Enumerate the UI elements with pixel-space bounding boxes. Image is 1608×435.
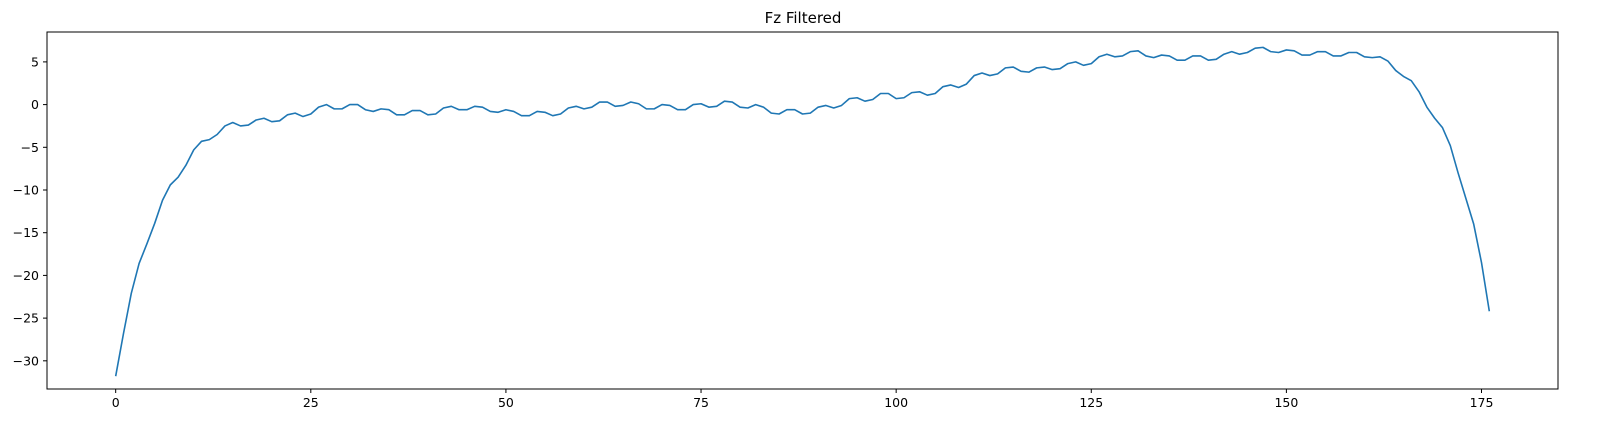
- y-tick-label: −15: [13, 225, 39, 240]
- plot-area: [114, 46, 1491, 377]
- axes-frame: [46, 31, 1559, 390]
- y-tick-label: −25: [13, 311, 39, 326]
- series-line-0: [114, 46, 1491, 377]
- x-tick-label: 150: [1274, 395, 1298, 410]
- x-tick-label: 0: [112, 395, 120, 410]
- y-axis: 5 0 −5 −10 −15 −20 −25 −30: [13, 54, 47, 368]
- x-tick-label: 175: [1470, 395, 1494, 410]
- chart-title: Fz Filtered: [765, 9, 842, 27]
- x-axis: 0 25 50 75 100 125 150 175: [112, 389, 1494, 410]
- y-tick-label: −10: [13, 183, 39, 198]
- y-tick-label: −30: [13, 353, 39, 368]
- y-tick-label: −20: [13, 268, 39, 283]
- y-tick-label: 5: [31, 54, 39, 69]
- x-tick-label: 50: [498, 395, 514, 410]
- y-tick-label: 0: [31, 97, 39, 112]
- x-tick-label: 75: [693, 395, 709, 410]
- y-tick-label: −5: [21, 140, 39, 155]
- x-tick-label: 25: [303, 395, 319, 410]
- x-tick-label: 125: [1079, 395, 1103, 410]
- x-tick-label: 100: [884, 395, 908, 410]
